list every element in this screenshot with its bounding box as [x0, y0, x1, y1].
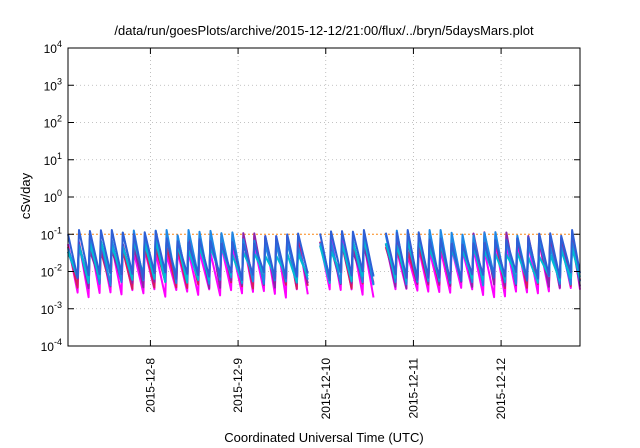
- x-tick-label: 2015-12-8: [143, 358, 157, 413]
- axes: 10-4 10-3 10-2 10-1 100 101 102 103 104 2015-12-8…: [41, 39, 581, 420]
- y-tick-label: 10-1: [41, 225, 62, 242]
- plot-frame: [67, 47, 581, 347]
- y-tick-label: 10-2: [41, 263, 62, 280]
- y-tick-label: 104: [44, 39, 62, 56]
- x-tick-label: 2015-12-12: [494, 358, 508, 420]
- y-tick-label: 103: [44, 76, 62, 93]
- chart-title: /data/run/goesPlots/archive/2015-12-12/2…: [114, 23, 534, 38]
- y-tick-label: 10-4: [41, 337, 62, 354]
- grid: [68, 48, 580, 346]
- y-axis-label: cSv/day: [18, 172, 33, 219]
- y-tick-label: 10-3: [41, 300, 62, 317]
- y-tick-label: 102: [44, 114, 62, 131]
- series-line: [67, 229, 581, 282]
- y-tick-label: 101: [44, 151, 62, 168]
- y-tick-label: 100: [44, 188, 62, 205]
- series-group: [67, 229, 581, 299]
- x-tick-label: 2015-12-9: [231, 358, 245, 413]
- x-tick-label: 2015-12-11: [406, 358, 420, 419]
- x-tick-label: 2015-12-10: [319, 358, 333, 420]
- x-axis-label: Coordinated Universal Time (UTC): [224, 430, 423, 445]
